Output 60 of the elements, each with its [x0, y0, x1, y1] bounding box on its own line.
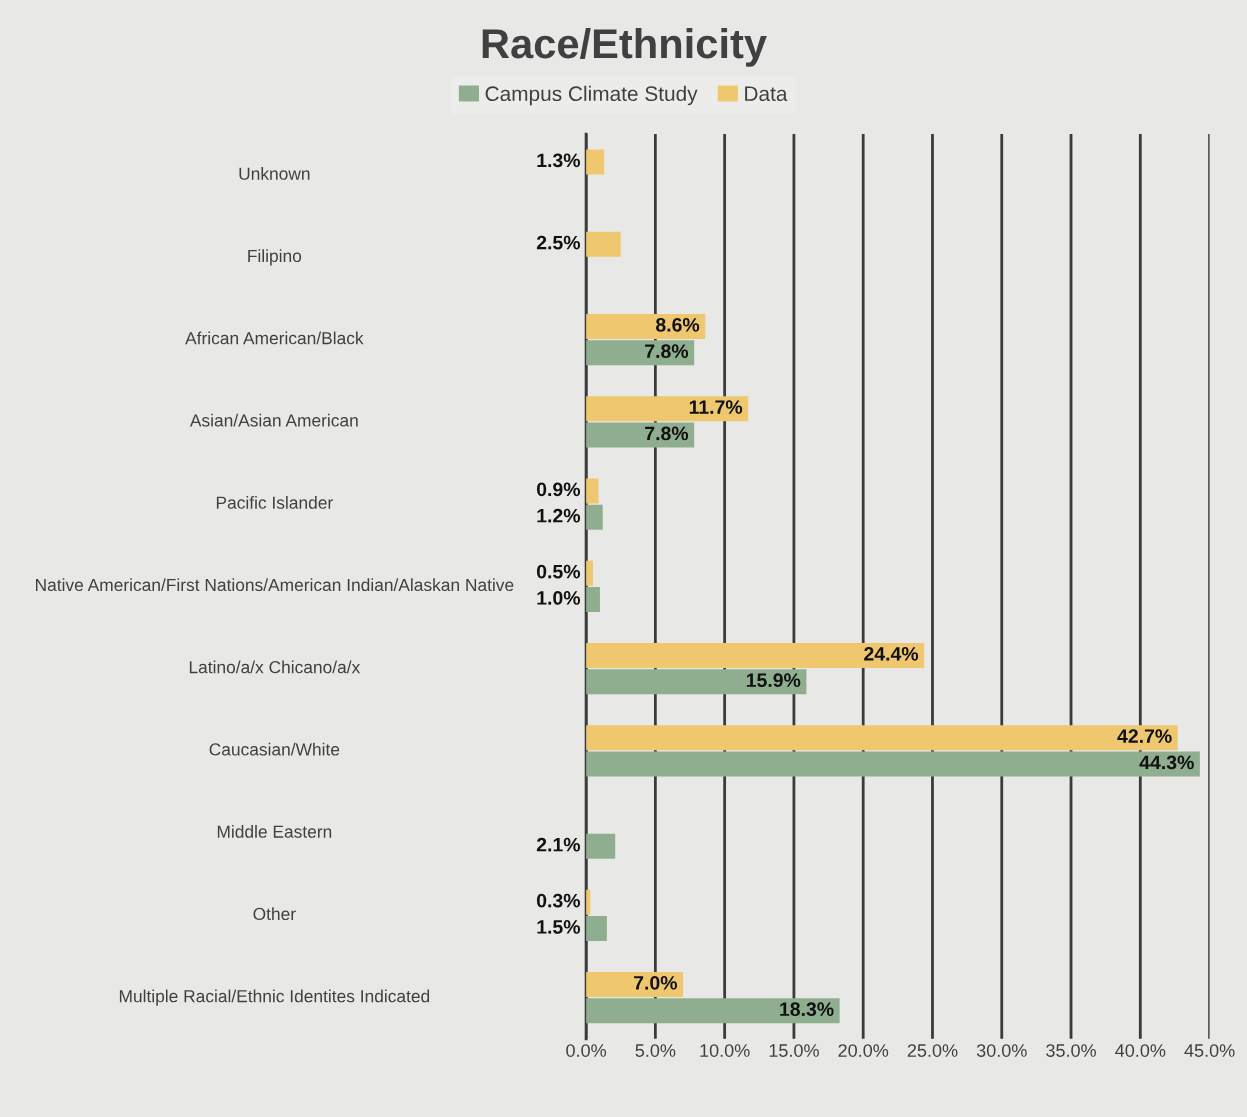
legend-label: Campus Climate Study: [485, 85, 698, 106]
bar: [586, 916, 607, 942]
x-tick-label: 25.0%: [907, 1044, 958, 1057]
data-label: 0.3%: [536, 893, 581, 908]
x-tick-label: 10.0%: [700, 1044, 750, 1057]
bar: [586, 587, 600, 613]
bar: [586, 669, 807, 695]
bar: [586, 478, 599, 504]
data-label: 7.8%: [645, 426, 689, 441]
x-tick-label: 5.0%: [635, 1044, 676, 1057]
data-label: 0.5%: [536, 564, 581, 579]
data-label: 11.7%: [689, 400, 743, 414]
bar: [586, 340, 695, 366]
data-label: 0.9%: [536, 482, 581, 497]
data-label: 1.2%: [537, 508, 581, 523]
bar: [586, 751, 1200, 777]
y-tick-label: Latino/a/x Chicano/a/x: [189, 660, 361, 674]
data-label: 44.3%: [1139, 755, 1194, 770]
y-tick-label: Pacific Islander: [216, 496, 333, 509]
y-tick-label: Multiple Racial/Ethnic Identites Indicated: [119, 989, 430, 1006]
bar: [586, 422, 695, 448]
data-label: 1.3%: [537, 153, 581, 168]
y-tick-label: African American/Black: [185, 331, 364, 345]
data-label: 1.0%: [537, 591, 581, 605]
chart-title: Race/Ethnicity: [482, 27, 767, 67]
y-tick-label: Caucasian/White: [209, 742, 340, 756]
bar: [586, 504, 603, 530]
data-label: 18.3%: [780, 1002, 834, 1017]
bar: [586, 972, 684, 998]
x-tick-label: 35.0%: [1046, 1044, 1096, 1057]
data-label: 2.5%: [536, 235, 581, 250]
x-tick-label: 30.0%: [976, 1044, 1027, 1057]
y-tick-label: Middle Eastern: [217, 825, 332, 838]
legend-label: Data: [745, 86, 788, 102]
data-label: 15.9%: [746, 673, 801, 688]
data-label: 2.1%: [536, 837, 581, 852]
y-tick-label: Native American/First Nations/American Indian/Alaskan Native: [35, 578, 514, 592]
bar: [586, 725, 1178, 751]
y-tick-label: Filipino: [248, 249, 302, 266]
bar: [586, 396, 749, 422]
x-tick-label: 15.0%: [769, 1044, 819, 1057]
bar: [586, 314, 706, 340]
data-label: 42.7%: [1117, 729, 1172, 743]
data-label: 24.4%: [864, 646, 919, 661]
y-tick-label: Asian/Asian American: [189, 413, 358, 427]
data-label: 8.6%: [655, 317, 700, 332]
bar: [586, 998, 840, 1024]
x-tick-label: 20.0%: [838, 1044, 889, 1057]
bar: [586, 231, 621, 257]
bar: [586, 149, 605, 175]
data-label: 7.0%: [634, 975, 678, 990]
bar: [586, 833, 616, 859]
data-label: 7.8%: [645, 344, 689, 359]
data-label: 1.5%: [537, 920, 581, 934]
x-tick-label: 0.0%: [566, 1044, 607, 1057]
y-tick-label: Unknown: [239, 167, 310, 180]
x-tick-label: 45.0%: [1184, 1044, 1235, 1057]
y-tick-label: Other: [253, 907, 296, 921]
x-tick-label: 40.0%: [1115, 1044, 1166, 1057]
bar: [586, 643, 925, 669]
